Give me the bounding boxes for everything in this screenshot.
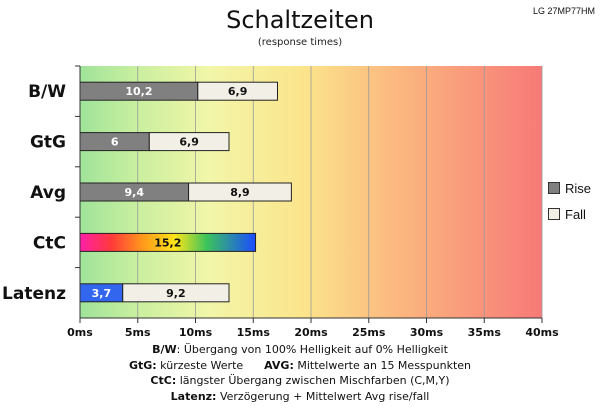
data-label: 8,9 [230,186,250,199]
data-label: 3,7 [92,287,112,300]
x-tick-label: 35ms [468,326,502,339]
y-tick-label: Avg [30,183,66,203]
x-tick-label: 15ms [237,326,271,339]
legend-fall-label: Fall [565,207,586,222]
chart-subtitle: (response times) [257,37,343,48]
note-ctc: CtC: längster Übergang zwischen Mischfar… [0,373,600,389]
bar-fall [148,132,230,152]
y-tick-label: B/W [28,82,66,102]
note-latenz-key: Latenz: [170,389,217,403]
x-tick-label: 5ms [125,326,151,339]
data-label: 9,2 [166,287,186,300]
note-latenz-text: Verzögerung + Mittelwert Avg rise/fall [216,389,430,403]
note-ctc-text: längster Übergang zwischen Mischfarben (… [176,374,450,387]
data-label: 9,4 [125,186,145,199]
legend-rise-label: Rise [565,181,592,196]
x-tick-label: 30ms [410,326,444,339]
note-avg-text: Mittelwerte an 15 Messpunkten [293,358,472,372]
data-label: 6,9 [228,85,248,98]
footnotes: B/W: Übergang von 100% Helligkeit auf 0%… [0,342,600,404]
data-label: 15,2 [154,236,181,249]
y-tick-label: CtC [33,233,66,253]
data-label: 10,2 [125,85,152,98]
data-label: 6,9 [179,136,199,149]
note-avg-key: AVG: [264,358,294,372]
y-tick-label: GtG [30,133,66,153]
note-bw: B/W: Übergang von 100% Helligkeit auf 0%… [0,342,600,358]
x-tick-label: 25ms [352,326,386,339]
note-bw-text: : Übergang von 100% Helligkeit auf 0% He… [176,343,448,356]
note-gtg-key: GtG: [128,358,157,372]
chart-title: Schaltzeiten [226,6,374,34]
note-gtg-text: kürzeste Werte [156,358,244,372]
model-label: LG 27MP77HM [532,6,595,16]
bar-fall [197,81,279,101]
data-label: 6 [111,136,119,149]
note-latenz: Latenz: Verzögerung + Mittelwert Avg ris… [0,389,600,405]
x-tick-label: 0ms [67,326,93,339]
legend-rise-swatch [548,182,560,194]
note-gtg-avg: GtG: kürzeste Werte AVG: Mittelwerte an … [0,358,600,374]
legend-fall-swatch [548,208,560,220]
x-tick-label: 10ms [179,326,213,339]
x-tick-label: 40ms [525,326,559,339]
legend-rise: Rise [548,181,591,196]
note-bw-key: B/W [152,343,177,356]
bar-fall [122,283,230,303]
x-tick-label: 20ms [294,326,328,339]
legend-fall: Fall [548,207,586,222]
note-ctc-key: CtC: [150,374,177,387]
y-tick-label: Latenz [2,284,66,304]
bar-fall [188,182,292,202]
